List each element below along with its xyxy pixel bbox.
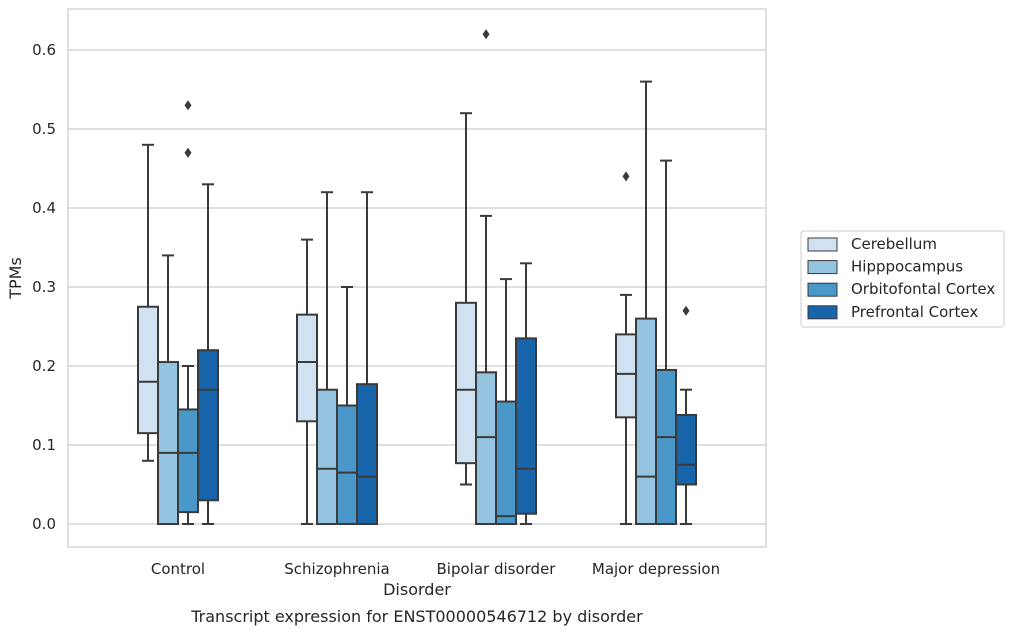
- y-axis-ticks: 0.0 0.1 0.2 0.3 0.4 0.5 0.6: [32, 41, 56, 533]
- box-cerebellum: [455, 112, 477, 486]
- box-prefrontal-cortex: [197, 183, 219, 525]
- box-orbitofontal-cortex: [177, 100, 199, 525]
- box-iqr: [356, 383, 378, 526]
- boxes: [137, 29, 697, 526]
- chart-caption: Transcript expression for ENST0000054671…: [190, 607, 643, 626]
- box-hipppocampus: [157, 254, 179, 525]
- box-iqr: [157, 361, 179, 525]
- legend-label: Hipppocampus: [851, 258, 963, 276]
- outlier-point: [682, 305, 690, 316]
- box-orbitofontal-cortex: [336, 286, 358, 525]
- box-prefrontal-cortex: [515, 262, 537, 525]
- box-iqr: [455, 301, 477, 465]
- y-tick-label: 0.2: [32, 357, 56, 375]
- box-prefrontal-cortex: [675, 305, 697, 525]
- box-hipppocampus: [316, 191, 338, 526]
- y-tick-label: 0.0: [32, 515, 56, 533]
- box-hipppocampus: [635, 80, 657, 525]
- legend: Cerebellum Hipppocampus Orbitofontal Corte…: [800, 230, 1005, 328]
- x-axis-label: Disorder: [383, 580, 451, 599]
- legend-label: Cerebellum: [851, 235, 937, 253]
- plot-area-frame: [67, 8, 767, 548]
- box-iqr: [137, 305, 159, 435]
- y-tick-label: 0.1: [32, 436, 56, 454]
- box-cerebellum: [615, 171, 637, 525]
- box-hipppocampus: [475, 29, 497, 525]
- box-cerebellum: [296, 238, 318, 525]
- y-tick-label: 0.3: [32, 278, 56, 296]
- x-tick-label: Schizophrenia: [284, 560, 389, 578]
- box-iqr: [495, 400, 517, 525]
- outlier-point: [184, 147, 192, 158]
- x-tick-label: Major depression: [592, 560, 720, 578]
- box-prefrontal-cortex: [356, 191, 378, 526]
- box-cerebellum: [137, 143, 159, 462]
- y-tick-label: 0.4: [32, 199, 56, 217]
- box-iqr: [675, 413, 697, 486]
- box-iqr: [197, 349, 219, 502]
- outlier-point: [184, 100, 192, 111]
- box-iqr: [655, 368, 677, 526]
- y-tick-label: 0.5: [32, 120, 56, 138]
- legend-label: Prefrontal Cortex: [851, 303, 978, 321]
- box-iqr: [635, 317, 657, 525]
- x-tick-label: Bipolar disorder: [437, 560, 557, 578]
- box-iqr: [177, 408, 199, 514]
- legend-frame: [800, 230, 1005, 328]
- box-iqr: [296, 313, 318, 423]
- y-tick-label: 0.6: [32, 41, 56, 59]
- outlier-point: [482, 29, 490, 40]
- legend-swatch: [807, 282, 838, 297]
- legend-label: Orbitofontal Cortex: [851, 280, 995, 298]
- x-axis-ticks: Control Schizophrenia Bipolar disorder Majo…: [151, 560, 720, 578]
- y-axis-label: TPMs: [6, 257, 25, 300]
- box-orbitofontal-cortex: [495, 278, 517, 525]
- box-iqr: [615, 333, 637, 419]
- box-iqr: [316, 388, 338, 526]
- legend-swatch: [807, 237, 838, 252]
- legend-swatch: [807, 260, 838, 275]
- outlier-point: [622, 171, 630, 182]
- legend-swatch: [807, 305, 838, 320]
- box-orbitofontal-cortex: [655, 159, 677, 526]
- box-iqr: [336, 404, 358, 525]
- box-iqr: [475, 371, 497, 525]
- x-tick-label: Control: [151, 560, 205, 578]
- box-iqr: [515, 337, 537, 515]
